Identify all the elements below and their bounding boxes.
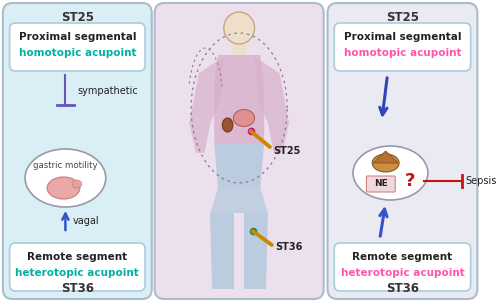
Text: gastric motility: gastric motility — [33, 162, 98, 171]
Polygon shape — [244, 213, 268, 289]
FancyBboxPatch shape — [328, 3, 478, 299]
Ellipse shape — [234, 110, 254, 127]
Ellipse shape — [47, 177, 80, 199]
Ellipse shape — [72, 180, 82, 188]
Polygon shape — [214, 55, 264, 143]
Text: Sepsis: Sepsis — [466, 176, 497, 186]
Text: ST36: ST36 — [61, 282, 94, 295]
FancyBboxPatch shape — [334, 23, 470, 71]
FancyBboxPatch shape — [10, 23, 145, 71]
Text: ST25: ST25 — [386, 11, 419, 24]
Text: Proximal segmental: Proximal segmental — [344, 32, 461, 42]
Text: ST36: ST36 — [386, 282, 419, 295]
FancyBboxPatch shape — [154, 3, 324, 299]
FancyBboxPatch shape — [366, 176, 396, 192]
Text: heterotopic acupoint: heterotopic acupoint — [340, 268, 464, 278]
Text: homotopic acupoint: homotopic acupoint — [18, 48, 136, 58]
FancyBboxPatch shape — [10, 243, 145, 291]
Polygon shape — [189, 58, 224, 153]
Ellipse shape — [25, 149, 106, 207]
Text: heterotopic acupoint: heterotopic acupoint — [16, 268, 139, 278]
Polygon shape — [210, 213, 234, 289]
Polygon shape — [214, 143, 264, 188]
Circle shape — [224, 12, 254, 44]
Polygon shape — [210, 188, 268, 213]
Polygon shape — [254, 58, 289, 153]
FancyBboxPatch shape — [3, 3, 152, 299]
Text: ST36: ST36 — [276, 242, 303, 252]
Text: ST25: ST25 — [274, 146, 301, 156]
Polygon shape — [373, 151, 398, 163]
Text: sympathetic: sympathetic — [78, 86, 138, 96]
FancyBboxPatch shape — [232, 40, 246, 56]
Ellipse shape — [353, 146, 428, 200]
Text: Remote segment: Remote segment — [352, 252, 452, 262]
Text: ST25: ST25 — [61, 11, 94, 24]
Ellipse shape — [222, 118, 233, 132]
Text: vagal: vagal — [73, 216, 100, 226]
Text: Remote segment: Remote segment — [28, 252, 128, 262]
FancyBboxPatch shape — [334, 243, 470, 291]
Ellipse shape — [372, 154, 399, 172]
Text: ?: ? — [404, 172, 415, 190]
Text: Proximal segmental: Proximal segmental — [18, 32, 136, 42]
Text: homotopic acupoint: homotopic acupoint — [344, 48, 461, 58]
Text: NE: NE — [374, 179, 388, 188]
